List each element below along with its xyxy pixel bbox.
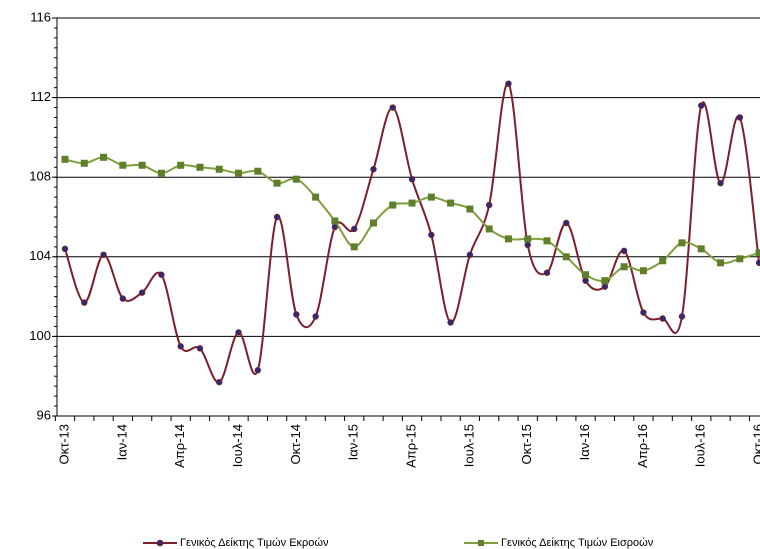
x-tick-label: Οκτ-15 bbox=[519, 424, 534, 465]
x-tick-label: Απρ-16 bbox=[635, 424, 650, 468]
marker bbox=[524, 235, 532, 243]
marker bbox=[582, 277, 589, 284]
marker bbox=[717, 259, 725, 267]
marker bbox=[408, 199, 416, 207]
x-tick-label: Απρ-14 bbox=[172, 424, 187, 468]
marker bbox=[543, 269, 551, 276]
marker bbox=[678, 239, 686, 247]
x-tick-label: Απρ-15 bbox=[403, 424, 418, 468]
x-tick-label: Ιαν-16 bbox=[577, 424, 592, 460]
marker bbox=[601, 283, 609, 290]
marker bbox=[485, 201, 493, 209]
marker bbox=[698, 102, 705, 109]
marker bbox=[755, 259, 760, 266]
marker bbox=[428, 231, 435, 239]
marker bbox=[292, 175, 300, 183]
marker bbox=[157, 169, 165, 177]
marker bbox=[273, 179, 281, 187]
marker bbox=[370, 166, 377, 173]
marker bbox=[100, 153, 108, 161]
marker bbox=[659, 257, 667, 265]
legend-label: Γενικός Δείκτης Τιμών Εκροών bbox=[180, 537, 329, 549]
marker bbox=[351, 225, 358, 233]
marker bbox=[119, 295, 127, 302]
marker bbox=[235, 329, 242, 336]
marker bbox=[312, 313, 319, 320]
marker bbox=[678, 313, 686, 320]
marker bbox=[177, 161, 185, 169]
x-tick-label: Ιουλ-16 bbox=[693, 424, 708, 467]
marker bbox=[736, 114, 743, 121]
marker bbox=[369, 219, 377, 227]
legend-label: Γενικός Δείκτης Τιμών Εισροών bbox=[501, 537, 654, 549]
marker bbox=[273, 213, 281, 221]
x-tick-label: Ιαν-14 bbox=[114, 424, 129, 460]
x-tick-label: Οκτ-13 bbox=[56, 424, 71, 465]
marker bbox=[293, 311, 300, 318]
marker bbox=[659, 315, 666, 322]
marker bbox=[119, 161, 127, 169]
marker bbox=[254, 167, 262, 175]
x-tick-label: Ιουλ-14 bbox=[230, 424, 245, 467]
x-tick-label: Ιουλ-15 bbox=[461, 424, 476, 467]
marker bbox=[389, 104, 396, 111]
x-tick-label: Οκτ-16 bbox=[751, 424, 760, 465]
marker bbox=[485, 225, 493, 233]
marker bbox=[61, 245, 69, 253]
x-tick-label: Οκτ-14 bbox=[288, 424, 303, 465]
marker bbox=[61, 155, 69, 163]
marker bbox=[640, 309, 647, 316]
series-line bbox=[64, 82, 760, 384]
marker bbox=[466, 251, 474, 259]
marker bbox=[408, 175, 416, 183]
marker bbox=[350, 243, 358, 251]
marker bbox=[312, 193, 320, 201]
marker bbox=[215, 165, 223, 173]
marker bbox=[331, 217, 339, 225]
marker bbox=[505, 80, 512, 87]
marker bbox=[138, 289, 146, 296]
marker bbox=[177, 343, 184, 350]
marker bbox=[582, 271, 590, 279]
marker bbox=[736, 255, 744, 263]
marker bbox=[601, 277, 609, 285]
marker bbox=[447, 199, 455, 207]
y-tick-label: 108 bbox=[29, 169, 51, 184]
marker bbox=[620, 247, 628, 255]
marker bbox=[524, 241, 531, 249]
marker bbox=[254, 367, 261, 374]
x-tick-label: Ιαν-15 bbox=[346, 424, 361, 460]
marker bbox=[755, 249, 760, 257]
marker bbox=[697, 245, 705, 253]
marker bbox=[447, 319, 454, 326]
marker bbox=[196, 345, 204, 352]
marker bbox=[466, 205, 474, 213]
y-tick-label: 112 bbox=[30, 89, 51, 104]
marker bbox=[504, 235, 512, 243]
marker bbox=[562, 253, 570, 261]
marker bbox=[717, 179, 724, 187]
legend-marker bbox=[156, 539, 164, 547]
marker bbox=[158, 271, 165, 278]
marker bbox=[543, 237, 551, 245]
marker bbox=[196, 163, 204, 171]
marker bbox=[427, 193, 435, 201]
legend-marker bbox=[478, 540, 484, 546]
marker bbox=[80, 159, 88, 167]
y-tick-label: 104 bbox=[29, 248, 51, 263]
marker bbox=[81, 299, 88, 306]
marker bbox=[100, 251, 107, 259]
y-tick-label: 116 bbox=[30, 9, 51, 24]
marker bbox=[216, 378, 223, 386]
y-tick-label: 96 bbox=[37, 407, 51, 422]
y-tick-label: 100 bbox=[29, 328, 51, 343]
marker bbox=[138, 161, 146, 169]
marker bbox=[639, 267, 647, 275]
marker bbox=[235, 169, 243, 177]
marker bbox=[563, 219, 570, 227]
marker bbox=[620, 263, 628, 271]
marker bbox=[389, 201, 397, 209]
